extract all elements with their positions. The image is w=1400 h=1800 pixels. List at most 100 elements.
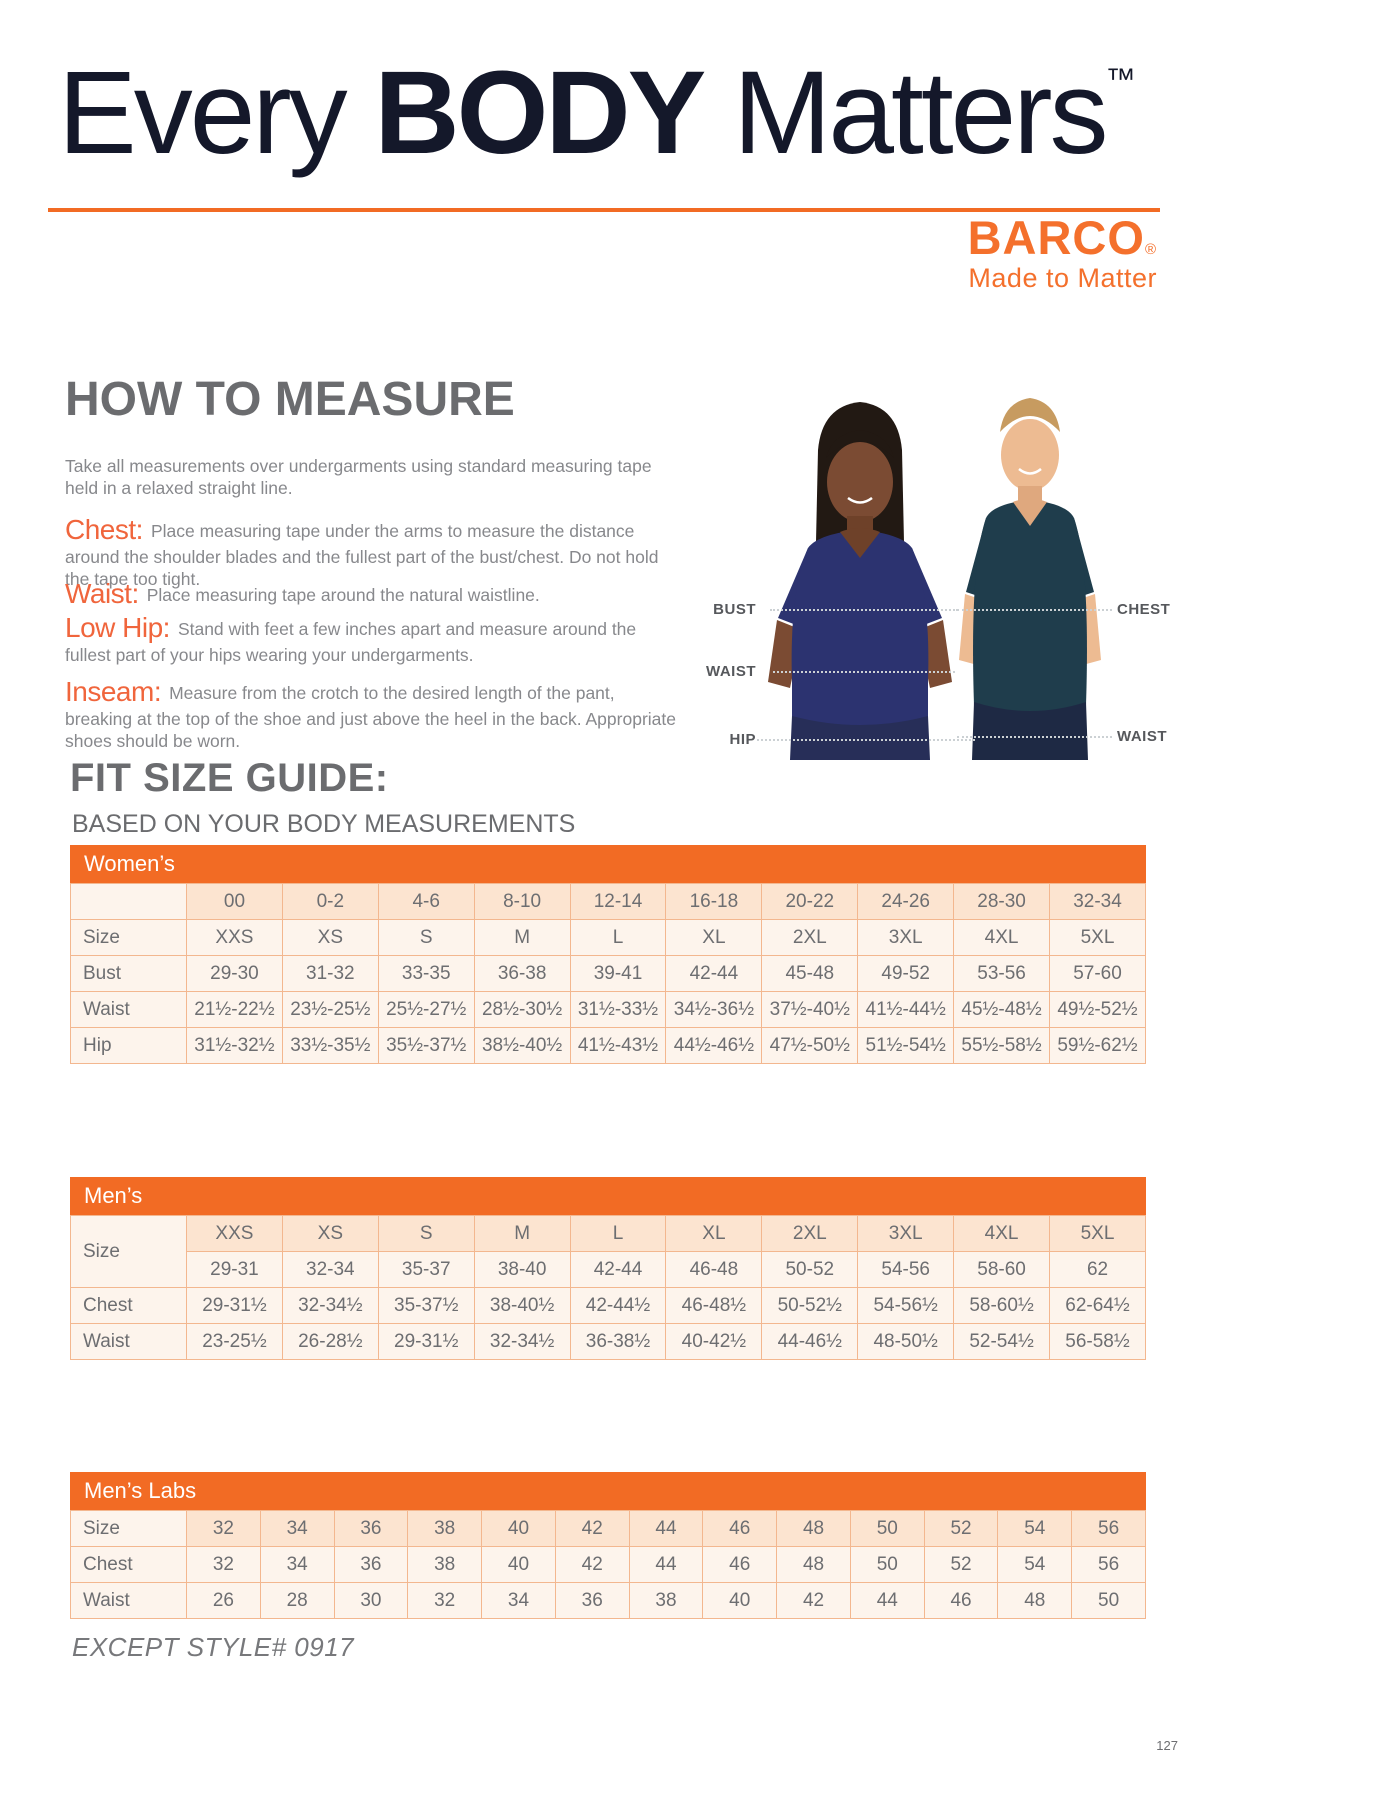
definition-low-hip-term: Low Hip: <box>65 612 170 643</box>
table-cell: 4-6 <box>377 883 475 920</box>
table-cell: 49-52 <box>857 955 955 992</box>
table-cell: 12-14 <box>569 883 667 920</box>
table-cell: 47½-50½ <box>761 1027 859 1064</box>
womens-table-title-bar: Women’s <box>70 845 1146 883</box>
table-cell: 16-18 <box>665 883 763 920</box>
table-cell: 33½-35½ <box>281 1027 379 1064</box>
table-cell: 56-58½ <box>1049 1323 1146 1360</box>
row-label: Chest <box>70 1287 187 1324</box>
table-cell: 38 <box>407 1546 483 1583</box>
table-cell: 24-26 <box>857 883 955 920</box>
waist-measure-line-woman <box>773 671 955 673</box>
table-cell: 40 <box>481 1510 556 1547</box>
table-cell: 0-2 <box>281 883 379 920</box>
table-cell: 59½-62½ <box>1049 1027 1146 1064</box>
table-cell: 36 <box>333 1510 409 1547</box>
waist-label-man: WAIST <box>1117 728 1167 745</box>
table-cell: 50 <box>849 1510 925 1547</box>
fit-size-guide-heading: FIT SIZE GUIDE: <box>70 756 389 800</box>
waist-measure-line-man <box>957 736 1112 738</box>
definition-inseam: Inseam: Measure from the crotch to the de… <box>65 672 680 753</box>
table-cell: 34 <box>259 1510 335 1547</box>
table-cell: 42-44 <box>665 955 763 992</box>
table-cell: 46-48 <box>665 1251 763 1288</box>
table-cell: 37½-40½ <box>761 991 859 1028</box>
brand-name-text: BARCO <box>967 211 1145 264</box>
table-row: Chest 29-31½ 32-34½ 35-37½ 38-40½ 42-44½ 46-48… <box>70 1287 1146 1324</box>
table-cell: 48-50½ <box>857 1323 955 1360</box>
table-cell: 28 <box>259 1582 335 1619</box>
table-cell: 40 <box>481 1546 556 1583</box>
womens-size-table: 00 0-2 4-6 8-10 12-14 16-18 20-22 24-26 28-30 32-… <box>70 883 1146 1064</box>
table-cell: 36 <box>554 1582 630 1619</box>
definition-chest-text: Place measuring tape under the arms to m… <box>65 521 659 590</box>
table-cell: 30 <box>333 1582 409 1619</box>
table-cell: 38-40½ <box>473 1287 571 1324</box>
table-cell: 31½-32½ <box>186 1027 283 1064</box>
row-label: Waist <box>70 1582 187 1619</box>
brand-logo: BARCO® Made to Matter <box>968 214 1157 294</box>
row-label: Size <box>70 1510 187 1547</box>
table-cell: 32-34½ <box>473 1323 571 1360</box>
table-cell: 46 <box>923 1582 999 1619</box>
page-title: Every BODY Matters™ <box>58 51 1136 176</box>
table-cell: 51½-54½ <box>857 1027 955 1064</box>
table-cell: L <box>569 1215 667 1252</box>
table-cell: M <box>473 1215 571 1252</box>
mens-size-table: Size XXS XS S M L XL 2XL 3XL 4XL 5XL 29-31 32-34 35-3… <box>70 1215 1146 1360</box>
row-label: Waist <box>70 991 187 1028</box>
table-cell: 34½-36½ <box>665 991 763 1028</box>
table-cell: 48 <box>997 1582 1073 1619</box>
table-cell: 52 <box>923 1510 999 1547</box>
table-cell: 48 <box>776 1510 851 1547</box>
woman-model <box>768 402 952 760</box>
table-cell: 35-37 <box>377 1251 475 1288</box>
definition-waist-term: Waist: <box>65 578 139 609</box>
table-cell: 23½-25½ <box>281 991 379 1028</box>
table-cell: 32 <box>186 1510 261 1547</box>
table-row: Hip 31½-32½ 33½-35½ 35½-37½ 38½-40½ 41½-43½ 44… <box>70 1027 1146 1064</box>
brand-tagline: Made to Matter <box>968 263 1157 293</box>
chest-measure-line <box>957 609 1112 611</box>
table-cell: 48 <box>776 1546 851 1583</box>
table-cell: 5XL <box>1049 919 1146 956</box>
page-number: 127 <box>1156 1738 1178 1753</box>
table-cell: 34 <box>481 1582 556 1619</box>
definition-chest: Chest: Place measuring tape under the arm… <box>65 510 680 591</box>
table-cell: 29-31½ <box>186 1287 283 1324</box>
table-cell: 38 <box>407 1510 483 1547</box>
table-cell: 56 <box>1071 1546 1146 1583</box>
table-cell: 42 <box>776 1582 851 1619</box>
mens-labs-size-table: Size 32 34 36 38 40 42 44 46 48 50 52 54 56 Chest 32 34 3… <box>70 1510 1146 1619</box>
definition-waist: Waist: Place measuring tape around the na… <box>65 574 680 610</box>
table-cell: 21½-22½ <box>186 991 283 1028</box>
table-cell: 50 <box>1071 1582 1146 1619</box>
table-cell: 52-54½ <box>953 1323 1051 1360</box>
table-cell: S <box>377 1215 475 1252</box>
table-cell: 41½-44½ <box>857 991 955 1028</box>
table-cell: S <box>377 919 475 956</box>
table-cell: 58-60 <box>953 1251 1051 1288</box>
row-label: Hip <box>70 1027 187 1064</box>
table-cell: 29-31 <box>186 1251 283 1288</box>
table-cell: 42-44½ <box>569 1287 667 1324</box>
table-cell: 42-44 <box>569 1251 667 1288</box>
models-illustration <box>768 398 1101 760</box>
models-photo <box>650 350 1170 760</box>
table-cell: 36-38 <box>473 955 571 992</box>
table-cell: 35½-37½ <box>377 1027 475 1064</box>
table-cell: 3XL <box>857 1215 955 1252</box>
table-cell: 32 <box>407 1582 483 1619</box>
table-cell: 4XL <box>953 919 1051 956</box>
table-cell: 32 <box>186 1546 261 1583</box>
table-row: Size XXS XS S M L XL 2XL 3XL 4XL 5XL <box>70 919 1146 956</box>
definition-low-hip: Low Hip: Stand with feet a few inches apa… <box>65 608 680 666</box>
table-cell: 4XL <box>953 1215 1051 1252</box>
row-label: Size <box>70 919 187 956</box>
table-cell: 28-30 <box>953 883 1051 920</box>
table-cell: 44 <box>849 1582 925 1619</box>
table-cell: 45½-48½ <box>953 991 1051 1028</box>
table-cell: 38 <box>628 1582 704 1619</box>
table-row: Waist 26 28 30 32 34 36 38 40 42 44 46 48 50 <box>70 1582 1146 1619</box>
fit-size-guide-subheading: BASED ON YOUR BODY MEASUREMENTS <box>72 810 576 838</box>
